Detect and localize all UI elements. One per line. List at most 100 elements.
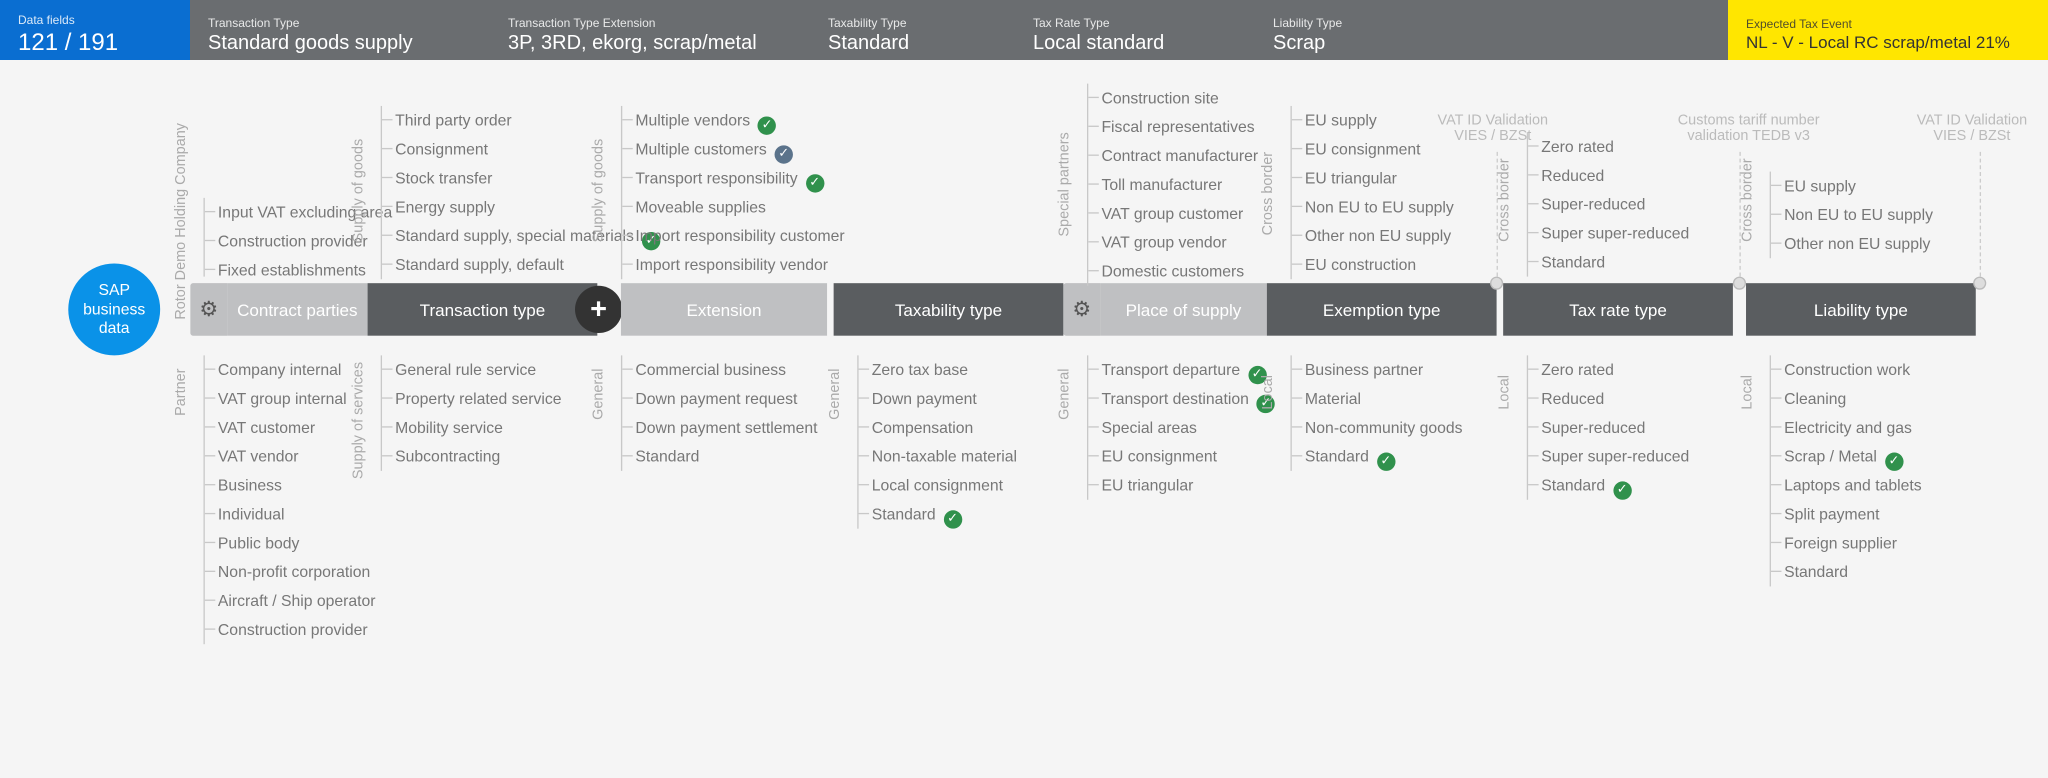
vlabel-taxab-dn: General [827, 369, 843, 420]
rate-cell: Tax Rate Type Local standard [1015, 0, 1255, 60]
txtype-value: Standard goods supply [208, 32, 472, 55]
list-item[interactable]: Non EU to EU supply [1305, 193, 1454, 222]
list-ext-up: Multiple vendorsMultiple customersTransp… [621, 106, 845, 279]
list-item[interactable]: Non-profit corporation [218, 558, 376, 587]
list-item[interactable]: Multiple customers [635, 135, 844, 164]
list-item[interactable]: Zero rated [1541, 355, 1689, 384]
list-exempt-dn: Business partnerMaterialNon-community go… [1290, 355, 1462, 471]
flow-node-icon [1733, 277, 1746, 290]
check-ok-icon [806, 174, 824, 192]
list-item[interactable]: Laptops and tablets [1784, 471, 1922, 500]
taxability-value: Standard [828, 32, 997, 55]
vlabel-exempt-up: Cross border [1260, 152, 1276, 235]
list-item[interactable]: EU construction [1305, 250, 1454, 279]
list-item[interactable]: Contract manufacturer [1101, 141, 1258, 170]
list-item[interactable]: Business partner [1305, 355, 1463, 384]
list-item[interactable]: Fiscal representatives [1101, 113, 1258, 142]
list-rate-up: Zero ratedReducedSuper-reducedSuper supe… [1527, 132, 1689, 276]
bar-liab[interactable]: Liability type [1746, 283, 1976, 336]
list-item[interactable]: Scrap / Metal [1784, 442, 1922, 471]
txext-cell: Transaction Type Extension 3P, 3RD, ekor… [490, 0, 810, 60]
list-item[interactable]: Electricity and gas [1784, 413, 1922, 442]
bar-txtype[interactable]: Transaction type [368, 283, 598, 336]
list-item[interactable]: Compensation [872, 413, 1017, 442]
list-item[interactable]: Individual [218, 500, 376, 529]
list-item[interactable]: Construction work [1784, 355, 1922, 384]
liab-value: Scrap [1273, 32, 1710, 55]
list-item[interactable]: Reduced [1541, 161, 1689, 190]
list-item[interactable]: Other non EU supply [1784, 229, 1933, 258]
list-item[interactable]: General rule service [395, 355, 561, 384]
list-item[interactable]: Non-community goods [1305, 413, 1463, 442]
list-item[interactable]: Toll manufacturer [1101, 170, 1258, 199]
list-item[interactable]: Standard [635, 442, 817, 471]
list-item[interactable]: Standard [1784, 558, 1922, 587]
list-item[interactable]: Foreign supplier [1784, 529, 1922, 558]
list-item[interactable]: Special areas [1101, 413, 1275, 442]
list-item[interactable]: Zero tax base [872, 355, 1017, 384]
list-item[interactable]: Import responsibility vendor [635, 250, 844, 279]
note-line: Customs tariff number [1678, 113, 1820, 129]
list-item[interactable]: Standard [1541, 471, 1689, 500]
list-item[interactable]: Multiple vendors [635, 106, 844, 135]
list-item[interactable]: Local consignment [872, 471, 1017, 500]
list-item[interactable]: Super super-reduced [1541, 219, 1689, 248]
list-place-dn: Transport departureTransport destination… [1087, 355, 1275, 499]
note-line: VIES / BZSt [1933, 128, 2010, 144]
list-item[interactable]: Transport destination [1101, 384, 1275, 413]
list-item[interactable]: Other non EU supply [1305, 221, 1454, 250]
bar-contract[interactable]: Contract parties [227, 283, 367, 336]
list-item[interactable]: Transport responsibility [635, 164, 844, 193]
list-item[interactable]: Subcontracting [395, 442, 561, 471]
list-item[interactable]: Construction site [1101, 84, 1258, 113]
gear-icon[interactable]: ⚙ [1063, 283, 1100, 336]
list-item[interactable]: EU consignment [1101, 442, 1275, 471]
list-item[interactable]: Down payment settlement [635, 413, 817, 442]
bar-ext[interactable]: Extension [621, 283, 827, 336]
list-item[interactable]: Reduced [1541, 384, 1689, 413]
list-item[interactable]: Non EU to EU supply [1784, 200, 1933, 229]
list-item[interactable]: Mobility service [395, 413, 561, 442]
list-item[interactable]: EU triangular [1305, 164, 1454, 193]
list-item[interactable]: Commercial business [635, 355, 817, 384]
bar-exempt[interactable]: Exemption type [1267, 283, 1497, 336]
start-node[interactable]: SAP business data [68, 263, 160, 355]
list-item[interactable]: EU triangular [1101, 471, 1275, 500]
bar-taxab[interactable]: Taxability type [834, 283, 1064, 336]
list-item[interactable]: Material [1305, 384, 1463, 413]
gear-icon[interactable]: ⚙ [190, 283, 227, 336]
list-item[interactable]: VAT group customer [1101, 199, 1258, 228]
list-item[interactable]: Standard [872, 500, 1017, 529]
expected-cell: Expected Tax Event NL - V - Local RC scr… [1728, 0, 2048, 60]
list-item[interactable]: Standard [1305, 442, 1463, 471]
list-item[interactable]: Split payment [1784, 500, 1922, 529]
plus-icon[interactable]: + [575, 286, 622, 333]
list-item[interactable]: Transport departure [1101, 355, 1275, 384]
taxability-label: Taxability Type [828, 16, 997, 30]
list-item[interactable]: Public body [218, 529, 376, 558]
list-item[interactable]: Property related service [395, 384, 561, 413]
list-item[interactable]: Import responsibility customer [635, 221, 844, 250]
list-item[interactable]: Down payment [872, 384, 1017, 413]
flow-canvas: SAP business data Tax event ⚙ Contract p… [0, 60, 2048, 778]
list-item[interactable]: Aircraft / Ship operator [218, 586, 376, 615]
list-item[interactable]: Cleaning [1784, 384, 1922, 413]
list-item[interactable]: EU supply [1784, 172, 1933, 201]
list-item[interactable]: Non-taxable material [872, 442, 1017, 471]
bar-rate[interactable]: Tax rate type [1503, 283, 1733, 336]
list-item[interactable]: Fixed establishments [218, 256, 392, 285]
list-item[interactable]: Domestic customers [1101, 257, 1258, 286]
list-item[interactable]: Super-reduced [1541, 413, 1689, 442]
list-item[interactable]: VAT group vendor [1101, 228, 1258, 257]
list-item[interactable]: Super super-reduced [1541, 442, 1689, 471]
list-item[interactable]: EU consignment [1305, 135, 1454, 164]
list-item[interactable]: Construction provider [218, 615, 376, 644]
list-item[interactable]: Moveable supplies [635, 193, 844, 222]
list-txtype-dn: General rule serviceProperty related ser… [381, 355, 562, 471]
list-item[interactable]: Zero rated [1541, 132, 1689, 161]
list-item[interactable]: Standard [1541, 248, 1689, 277]
list-item[interactable]: EU supply [1305, 106, 1454, 135]
bar-place[interactable]: Place of supply [1100, 283, 1267, 336]
list-item[interactable]: Down payment request [635, 384, 817, 413]
list-item[interactable]: Super-reduced [1541, 190, 1689, 219]
